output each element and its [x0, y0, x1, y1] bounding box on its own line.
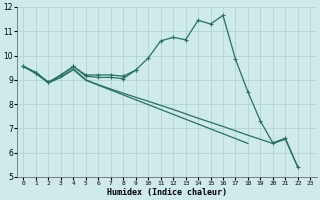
X-axis label: Humidex (Indice chaleur): Humidex (Indice chaleur)	[107, 188, 227, 197]
